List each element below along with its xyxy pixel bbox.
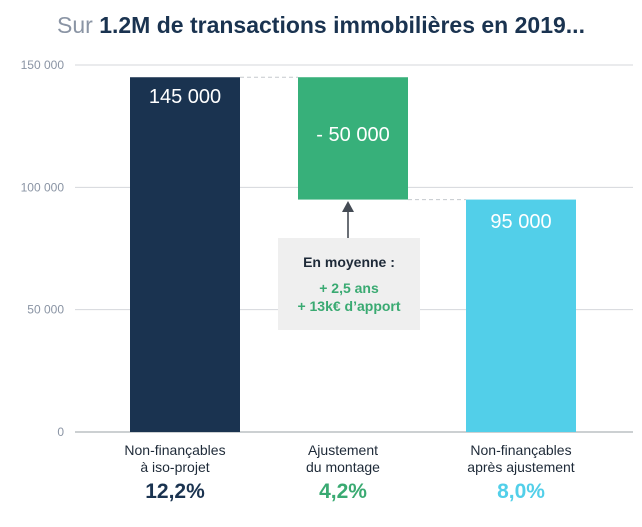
average-callout-box: En moyenne : + 2,5 ans + 13k€ d’apport (278, 238, 420, 330)
callout-duration: + 2,5 ans (319, 280, 379, 296)
percent-iso-projet: 12,2% (145, 480, 205, 503)
y-tick-label: 100 000 (21, 180, 65, 194)
bar-value-label: 95 000 (490, 211, 551, 233)
bar-value-label: - 50 000 (316, 124, 389, 146)
bar-value-label: 145 000 (149, 86, 221, 108)
chart-title: Sur 1.2M de transactions immobilières en… (0, 12, 642, 39)
y-tick-label: 0 (57, 425, 64, 439)
callout-contribution: + 13k€ d’apport (297, 298, 401, 314)
bar-apres-ajustement (466, 199, 576, 432)
category-label-ajustement: Ajustement du montage (306, 442, 380, 475)
y-tick-label: 50 000 (27, 303, 64, 317)
percent-apres-ajustement: 8,0% (497, 480, 545, 503)
callout-arrow-head (342, 201, 354, 212)
percent-ajustement: 4,2% (319, 480, 367, 503)
callout-title: En moyenne : (303, 254, 395, 270)
chart-title-main: 1.2M de transactions immobilières en 201… (99, 12, 585, 38)
bar-ajustement (298, 77, 408, 200)
bar-iso-projet (130, 77, 240, 432)
category-label-iso-projet: Non-finançables à iso-projet (124, 442, 226, 475)
chart-title-prefix: Sur (57, 12, 100, 38)
category-label-apres-ajustement: Non-finançables après ajustement (467, 442, 575, 475)
y-tick-label: 150 000 (21, 58, 65, 72)
